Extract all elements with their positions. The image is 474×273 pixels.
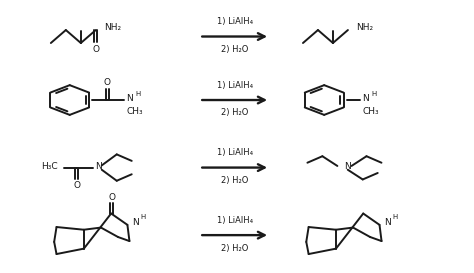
Text: H: H bbox=[393, 214, 398, 220]
Text: NH₂: NH₂ bbox=[356, 23, 374, 32]
Text: N: N bbox=[126, 94, 133, 103]
Text: N: N bbox=[384, 218, 391, 227]
Text: 2) H₂O: 2) H₂O bbox=[221, 176, 248, 185]
Text: 2) H₂O: 2) H₂O bbox=[221, 45, 248, 54]
Text: H₃C: H₃C bbox=[41, 162, 58, 171]
Text: H: H bbox=[372, 91, 377, 97]
Text: N: N bbox=[95, 162, 102, 171]
Text: 2) H₂O: 2) H₂O bbox=[221, 244, 248, 253]
Text: 1) LiAlH₄: 1) LiAlH₄ bbox=[217, 17, 253, 26]
Text: H: H bbox=[135, 91, 140, 97]
Text: CH₃: CH₃ bbox=[363, 107, 379, 116]
Text: O: O bbox=[104, 78, 111, 87]
Text: O: O bbox=[73, 180, 80, 189]
Text: 1) LiAlH₄: 1) LiAlH₄ bbox=[217, 216, 253, 225]
Text: N: N bbox=[363, 94, 369, 103]
Text: N: N bbox=[132, 218, 139, 227]
Text: CH₃: CH₃ bbox=[126, 107, 143, 116]
Text: 2) H₂O: 2) H₂O bbox=[221, 108, 248, 117]
Text: NH₂: NH₂ bbox=[104, 23, 121, 32]
Text: O: O bbox=[92, 45, 100, 54]
Text: H: H bbox=[141, 214, 146, 220]
Text: 1) LiAlH₄: 1) LiAlH₄ bbox=[217, 81, 253, 90]
Text: 1) LiAlH₄: 1) LiAlH₄ bbox=[217, 148, 253, 157]
Text: N: N bbox=[345, 162, 351, 171]
Text: O: O bbox=[108, 193, 115, 202]
